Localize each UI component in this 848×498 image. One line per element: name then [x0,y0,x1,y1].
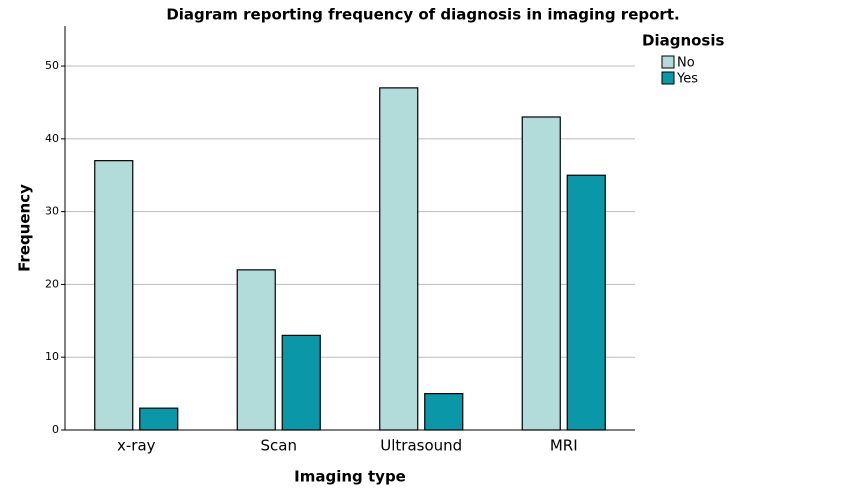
y-tick-label: 10 [45,350,59,363]
legend-swatch [661,71,675,85]
bar [521,116,561,431]
legend-swatch [661,55,675,69]
x-tick-label: MRI [550,437,578,455]
bar [379,87,419,431]
bar [236,269,276,431]
y-tick-label: 40 [45,132,59,145]
legend-label: No [677,56,695,71]
bar [94,160,134,431]
bar [566,174,606,431]
chart-title: Diagram reporting frequency of diagnosis… [166,6,679,24]
y-tick-label: 20 [45,277,59,290]
bar [281,334,321,431]
legend-title: Diagnosis [642,32,725,50]
y-tick-label: 30 [45,205,59,218]
x-tick-label: Ultrasound [380,437,462,455]
legend-label: Yes [676,72,698,87]
x-tick-label: x-ray [117,437,156,455]
y-axis-label: Frequency [16,184,34,272]
x-axis-label: Imaging type [294,468,406,486]
bar [424,393,464,431]
y-tick-label: 50 [45,59,59,72]
bar [139,407,179,431]
x-tick-label: Scan [261,437,297,455]
y-tick-label: 0 [52,423,59,436]
